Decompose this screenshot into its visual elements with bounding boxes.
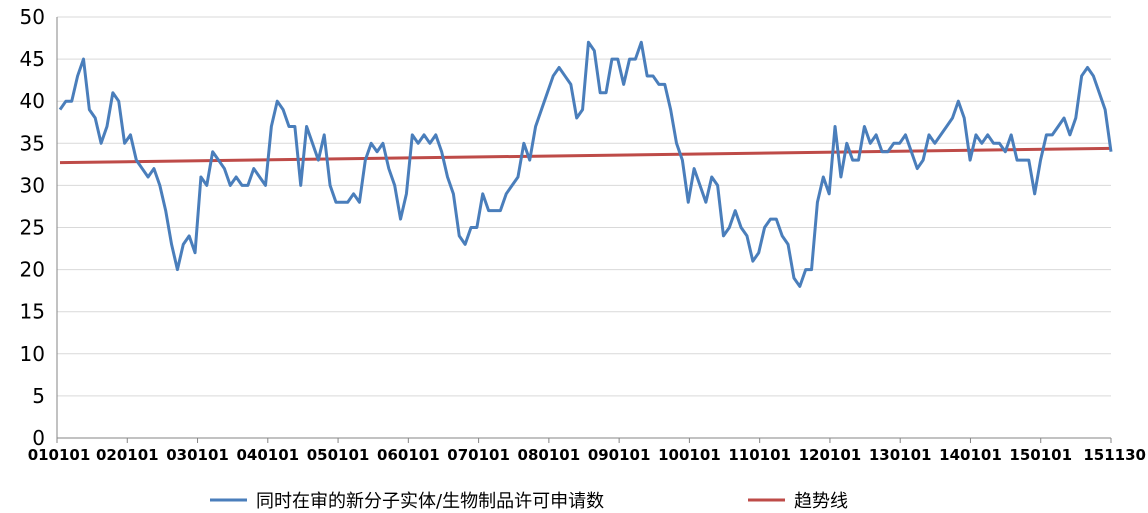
- x-tick-label: 050101: [307, 446, 370, 464]
- y-tick-label: 30: [20, 173, 45, 197]
- x-tick-label: 080101: [518, 446, 581, 464]
- axes: [56, 17, 1112, 443]
- y-tick-label: 0: [32, 426, 45, 450]
- y-tick-label: 45: [20, 47, 45, 71]
- x-tick-label: 010101: [28, 446, 91, 464]
- y-axis-ticks: 0 5 10 15 20 25 30 35 40 45 50: [20, 5, 45, 450]
- x-tick-label: 040101: [236, 446, 299, 464]
- x-tick-label: 140101: [939, 446, 1002, 464]
- x-tick-label: 070101: [447, 446, 510, 464]
- legend-label-main: 同时在审的新分子实体/生物制品许可申请数: [256, 491, 604, 512]
- x-axis-ticks: 010101 020101 030101 040101 050101 060101 0701…: [28, 446, 1146, 464]
- series-line-trend: [59, 146, 1112, 165]
- y-tick-label: 50: [20, 5, 45, 29]
- x-tick-label: 100101: [658, 446, 721, 464]
- x-tick-label: 020101: [96, 446, 159, 464]
- y-tick-label: 20: [20, 258, 45, 282]
- y-tick-label: 35: [20, 131, 45, 155]
- x-tick-label: 060101: [377, 446, 440, 464]
- x-tick-label: 030101: [166, 446, 229, 464]
- x-tick-label: 110101: [728, 446, 791, 464]
- series-lines: [58, 40, 1113, 288]
- series-line-main: [58, 40, 1113, 288]
- y-tick-label: 40: [20, 89, 45, 113]
- legend-label-trend: 趋势线: [794, 491, 848, 512]
- x-tick-label: 090101: [588, 446, 651, 464]
- y-tick-label: 5: [32, 384, 45, 408]
- x-tick-label: 120101: [799, 446, 862, 464]
- x-tick-label: 130101: [869, 446, 932, 464]
- legend: 同时在审的新分子实体/生物制品许可申请数 趋势线: [210, 491, 848, 512]
- x-tick-label: 151130: [1083, 446, 1146, 464]
- y-tick-label: 25: [20, 216, 45, 240]
- x-tick-label: 150101: [1009, 446, 1072, 464]
- y-tick-label: 10: [20, 342, 45, 366]
- gridlines: [57, 16, 1111, 397]
- y-tick-label: 15: [20, 300, 45, 324]
